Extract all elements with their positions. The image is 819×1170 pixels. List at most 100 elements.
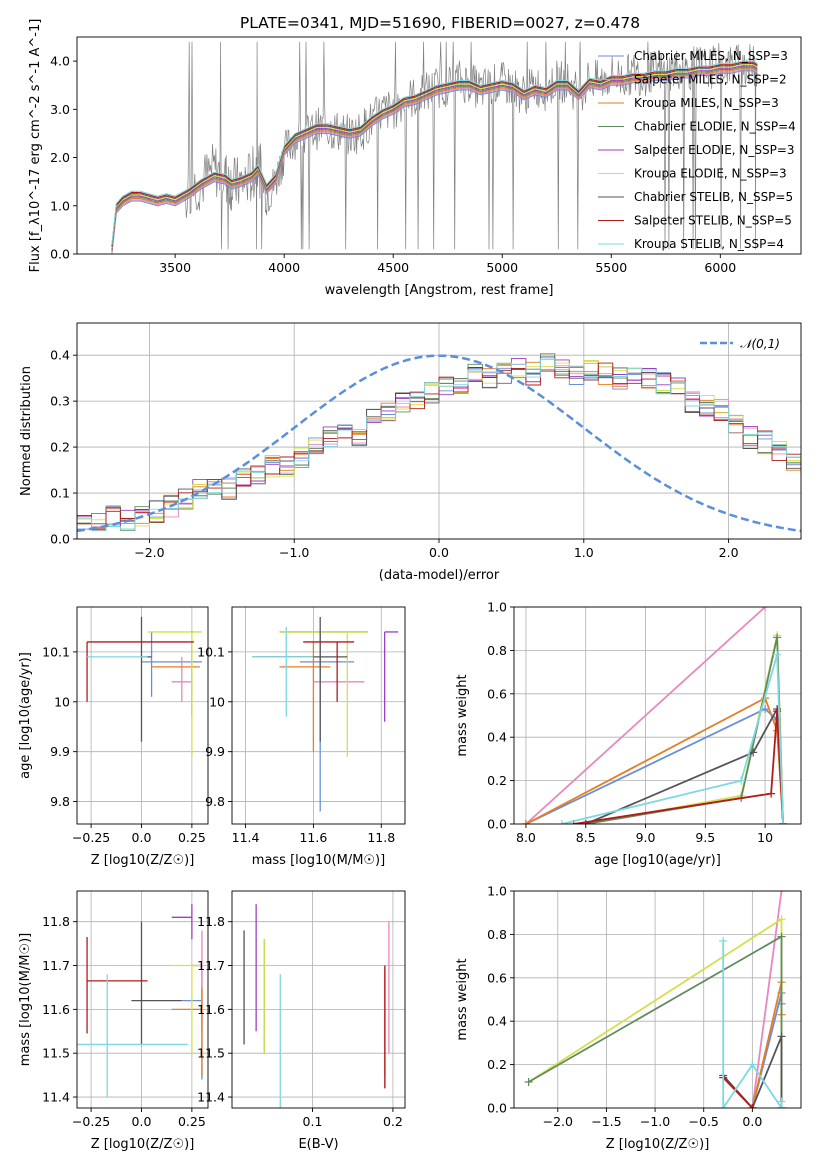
legend-label-7: Chabrier STELIB, N_SSP=5 xyxy=(634,190,793,204)
plot-area xyxy=(252,616,399,812)
x-tick-label: −1.0 xyxy=(640,1114,670,1129)
y-tick-label: 10.1 xyxy=(197,644,225,659)
y-tick-label: 0.4 xyxy=(487,730,507,745)
x-tick-label: 10 xyxy=(757,830,773,845)
legend-label-4: Chabrier ELODIE, N_SSP=4 xyxy=(634,120,796,134)
y-tick-label: 11.5 xyxy=(197,1046,225,1061)
x-tick-label: 0.0 xyxy=(429,545,449,560)
y-tick-label: 2.0 xyxy=(50,150,70,165)
x-tick-label: 0.0 xyxy=(742,1114,762,1129)
panel-mass-vs-Z: −0.25 0.0 0.25 11.4 11.5 11.6 11.7 11.8 Z [log10… xyxy=(18,890,209,1152)
axes-frame xyxy=(231,890,406,1109)
model-line-7 xyxy=(111,63,758,247)
y-axis-label: Flux [f_λ10^-17 erg cm^-2 s^-1 A^-1] xyxy=(28,19,43,273)
histogram-step-5 xyxy=(77,357,801,539)
legend-label-3: Kroupa MILES, N_SSP=3 xyxy=(634,96,779,110)
x-tick-label: 5500 xyxy=(595,260,627,275)
x-tick-label: 0.0 xyxy=(132,830,152,845)
model-line-1 xyxy=(111,70,758,254)
x-tick-label: 0.1 xyxy=(303,1114,323,1129)
y-tick-label: 9.8 xyxy=(205,794,225,809)
panel-mass-vs-EBV: 0.1 0.2 11.4 11.5 11.6 11.7 11.8 E(B-V) xyxy=(197,890,406,1152)
y-axis-label: mass weight xyxy=(455,674,470,756)
x-axis-label: Z [log10(Z/Z☉)] xyxy=(606,1137,710,1152)
y-tick-label: 0.2 xyxy=(487,773,507,788)
panel-residuals: 𝒩(0,1) −2.0 −1.0 0.0 1.0 2.0 0.0 0.1 0.2 0.3 0.4 (d… xyxy=(19,322,802,583)
histogram-step-3 xyxy=(77,358,801,539)
weight-line-1 xyxy=(525,607,766,824)
y-tick-label: 0.6 xyxy=(487,686,507,701)
weight-line-7 xyxy=(722,1076,754,1108)
x-tick-label: 11.6 xyxy=(299,830,327,845)
model-line-5 xyxy=(111,65,758,250)
y-tick-label: 0.1 xyxy=(50,486,70,501)
y-tick-label: 0.4 xyxy=(487,1014,507,1029)
panel-massweight-vs-Z: −2.0 −1.5 −1.0 −0.5 0.0 0.0 0.2 0.4 0.6 0.8 1.0 Z [… xyxy=(455,884,802,1152)
plot-area xyxy=(77,353,801,539)
axes-frame xyxy=(513,890,802,1109)
panel-age-vs-Z: −0.25 0.0 0.25 9.8 9.9 10 10.1 Z [log10(Z/Z☉)] a… xyxy=(18,606,209,868)
axes-frame xyxy=(231,606,406,825)
x-axis-label: wavelength [Angstrom, rest frame] xyxy=(325,283,554,298)
panel-age-vs-mass: 11.4 11.6 11.8 9.8 9.9 10 10.1 mass [log10(M/M☉… xyxy=(197,606,406,868)
x-tick-label: 0.25 xyxy=(178,830,206,845)
x-tick-label: 9.0 xyxy=(636,830,656,845)
y-tick-label: 11.7 xyxy=(197,958,225,973)
y-tick-label: 0.8 xyxy=(487,927,507,942)
histogram-step-1 xyxy=(77,367,801,539)
axes-frame xyxy=(76,36,802,255)
legend-label-1: Chabrier MILES, N_SSP=3 xyxy=(634,49,788,63)
x-tick-label: −0.5 xyxy=(689,1114,719,1129)
legend-label-2: Salpeter MILES, N_SSP=2 xyxy=(634,73,787,87)
x-tick-label: −2.0 xyxy=(543,1114,573,1129)
legend-label-9: Kroupa STELIB, N_SSP=4 xyxy=(634,237,784,251)
x-tick-label: −1.0 xyxy=(279,545,309,560)
x-axis-label: Z [log10(Z/Z☉)] xyxy=(91,1137,195,1152)
x-axis-label: Z [log10(Z/Z☉)] xyxy=(91,853,195,868)
y-axis-label: mass [log10(M/M☉)] xyxy=(18,933,33,1066)
x-tick-label: 11.4 xyxy=(232,830,260,845)
histogram-step-7 xyxy=(77,356,801,539)
weight-line-7 xyxy=(573,711,784,824)
x-tick-label: 4500 xyxy=(377,260,409,275)
y-tick-label: 0.8 xyxy=(487,643,507,658)
y-tick-label: 11.6 xyxy=(42,1002,70,1017)
model-line-9 xyxy=(111,60,758,245)
y-tick-label: 0.2 xyxy=(487,1057,507,1072)
x-tick-label: 8.0 xyxy=(516,830,536,845)
y-tick-label: 11.4 xyxy=(197,1090,225,1105)
gaussian-curve xyxy=(77,354,801,533)
observed-spectrum xyxy=(111,41,758,250)
panel-spectrum: Chabrier MILES, N_SSP=3 Salpeter MILES, N… xyxy=(28,19,802,298)
x-tick-label: 2.0 xyxy=(719,545,739,560)
y-tick-label: 0.0 xyxy=(487,1101,507,1116)
x-tick-label: −1.5 xyxy=(591,1114,621,1129)
y-tick-label: 0.6 xyxy=(487,970,507,985)
y-tick-label: 0.3 xyxy=(50,394,70,409)
x-tick-label: 0.25 xyxy=(178,1114,206,1129)
x-tick-label: 3500 xyxy=(159,260,191,275)
y-tick-label: 0.0 xyxy=(50,247,70,262)
legend-label-6: Kroupa ELODIE, N_SSP=3 xyxy=(634,167,787,181)
y-tick-label: 0.0 xyxy=(487,817,507,832)
model-line-3 xyxy=(111,67,758,252)
model-line-2 xyxy=(111,69,758,253)
histogram-step-4 xyxy=(77,353,801,539)
model-line-4 xyxy=(111,66,758,251)
x-axis-label: age [log10(age/yr)] xyxy=(594,853,721,868)
y-tick-label: 1.0 xyxy=(487,600,507,615)
axes-frame xyxy=(76,606,209,825)
panel-massweight-vs-age: 8.0 8.5 9.0 9.5 10 0.0 0.2 0.4 0.6 0.8 1.0 age [log… xyxy=(455,600,802,868)
axes-frame xyxy=(513,606,802,825)
plot-area xyxy=(77,904,203,1098)
plot-area xyxy=(521,607,788,824)
legend-gaussian-label: 𝒩(0,1) xyxy=(740,337,780,351)
x-tick-label: −0.25 xyxy=(72,830,110,845)
y-tick-label: 10 xyxy=(209,694,225,709)
plot-area xyxy=(111,41,758,254)
x-tick-label: 11.8 xyxy=(367,830,395,845)
x-tick-label: 0.0 xyxy=(132,1114,152,1129)
y-axis-label: age [log10(age/yr)] xyxy=(18,652,33,779)
model-line-8 xyxy=(111,61,758,246)
